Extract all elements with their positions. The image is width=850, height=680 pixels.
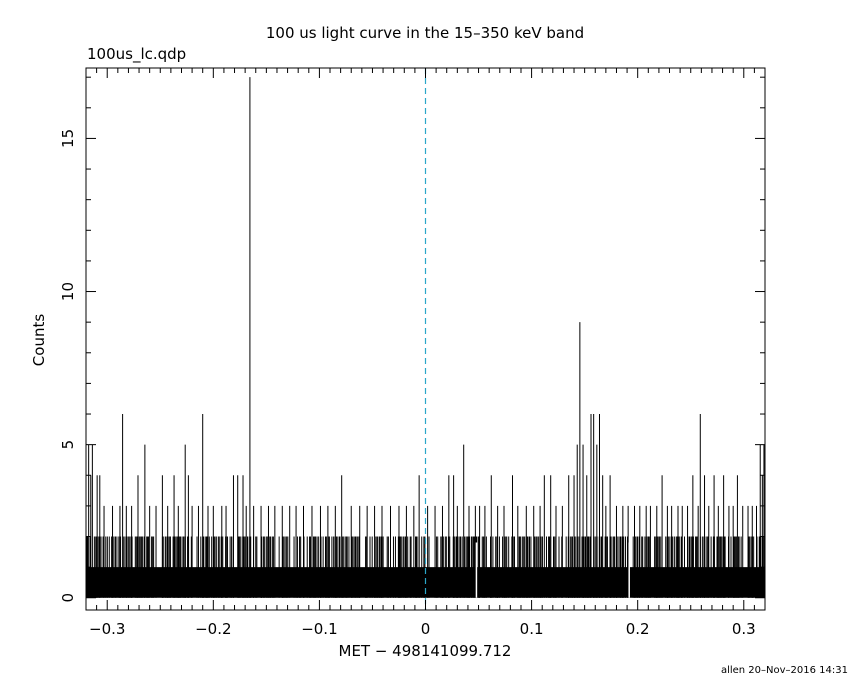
- axes: −0.3 −0.2 −0.1 0 0.1 0.2 0.3 0 5 10 15: [59, 67, 766, 638]
- x-axis-label: MET − 498141099.712: [339, 642, 512, 660]
- x-tick-label: 0.2: [626, 620, 650, 638]
- x-tick-label: 0.3: [732, 620, 756, 638]
- y-tick-label: 10: [59, 282, 77, 301]
- footer-label: allen 20–Nov–2016 14:31: [721, 665, 848, 676]
- x-tick-label: −0.1: [301, 620, 337, 638]
- x-tick-label: −0.2: [195, 620, 231, 638]
- y-tick-label: 15: [59, 129, 77, 148]
- y-tick-label: 0: [59, 593, 77, 603]
- x-tick-label: −0.3: [89, 620, 125, 638]
- y-tick-label: 5: [59, 440, 77, 450]
- chart-title: 100 us light curve in the 15–350 keV ban…: [266, 24, 584, 42]
- x-tick-label: 0.1: [520, 620, 544, 638]
- data-series: [86, 77, 765, 598]
- y-axis-label: Counts: [30, 314, 48, 367]
- x-tick-label: 0: [421, 620, 431, 638]
- file-label: 100us_lc.qdp: [87, 45, 186, 64]
